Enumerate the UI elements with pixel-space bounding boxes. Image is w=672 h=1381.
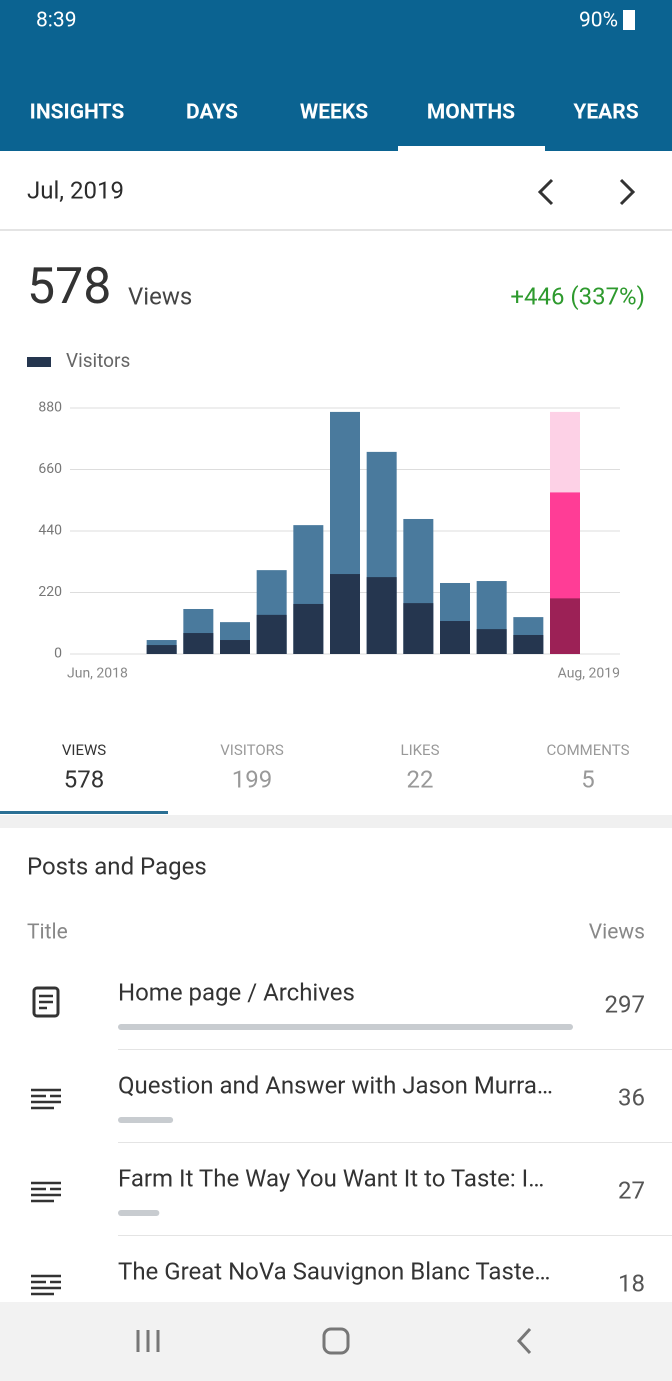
tab[interactable]: WEEKS	[300, 101, 368, 125]
nav-icons	[136, 1327, 532, 1355]
bar	[220, 640, 250, 654]
post-title[interactable]: Home page / Archives	[118, 978, 355, 1006]
status-time: 8:39	[36, 9, 77, 33]
stats-tab-value[interactable]: 578	[64, 765, 104, 793]
bar	[403, 603, 434, 654]
tab[interactable]: YEARS	[573, 101, 638, 125]
post-title[interactable]: Question and Answer with Jason Murra…	[118, 1071, 553, 1099]
prev-button[interactable]	[537, 178, 554, 206]
row-divider	[118, 1235, 672, 1236]
legend-label: Visitors	[66, 349, 130, 372]
summary-value: 578	[27, 258, 111, 316]
separator	[0, 815, 672, 828]
views-bar	[118, 1117, 174, 1123]
battery-icon	[623, 10, 635, 30]
x-tick-label: Jun, 2018	[67, 666, 128, 682]
app-bar	[0, 0, 672, 151]
tab-indicator	[398, 146, 545, 151]
nav-bar	[0, 1302, 672, 1381]
y-tick-label: 0	[54, 646, 62, 662]
bar	[550, 598, 580, 654]
post-views: 18	[618, 1269, 645, 1297]
bar	[256, 614, 287, 654]
y-tick-label: 660	[38, 461, 62, 477]
post-title[interactable]: Farm It The Way You Want It to Taste: I…	[118, 1164, 544, 1192]
bar	[183, 633, 214, 654]
bar	[476, 629, 507, 654]
page-icon	[32, 986, 60, 1018]
views-bar	[118, 1024, 573, 1030]
stats-tab-value[interactable]: 5	[581, 765, 595, 793]
bar	[440, 621, 470, 654]
y-tick-label: 440	[38, 523, 62, 539]
divider	[0, 229, 672, 231]
back-button[interactable]	[516, 1327, 532, 1355]
summary-unit: Views	[128, 282, 192, 310]
stats-tab-label[interactable]: LIKES	[400, 741, 439, 759]
bar	[366, 577, 397, 654]
column-title: Title	[27, 921, 68, 945]
row-divider	[118, 1049, 672, 1050]
page-icon-lines	[39, 994, 53, 1010]
post-title[interactable]: The Great NoVa Sauvignon Blanc Taste…	[118, 1257, 550, 1285]
post-icon	[31, 1181, 61, 1203]
period-bar	[0, 151, 672, 230]
posts-title: Posts and Pages	[27, 852, 207, 880]
stats-tab-label[interactable]: VIEWS	[62, 741, 106, 759]
x-tick-label: Aug, 2019	[558, 666, 620, 682]
post-icon	[31, 1088, 61, 1110]
row-divider	[118, 1142, 672, 1143]
stats-tab-indicator	[0, 811, 168, 814]
period: Jul, 2019	[27, 176, 124, 204]
column-views: Views	[589, 921, 645, 945]
next-button[interactable]	[619, 178, 636, 206]
bar	[513, 634, 544, 654]
post-views: 36	[618, 1083, 645, 1111]
post-views: 27	[618, 1176, 645, 1204]
recent-button[interactable]	[136, 1330, 160, 1352]
tab[interactable]: DAYS	[186, 101, 238, 125]
y-tick-label: 880	[38, 400, 62, 416]
tab[interactable]: INSIGHTS	[30, 101, 125, 125]
views-bar	[118, 1210, 160, 1216]
stats-tab-label[interactable]: COMMENTS	[546, 741, 629, 759]
stats-tab-value[interactable]: 199	[232, 765, 272, 793]
bar	[293, 603, 324, 654]
stats-tab-value[interactable]: 22	[407, 765, 434, 793]
tab[interactable]: MONTHS	[427, 101, 515, 125]
y-tick-label: 220	[38, 584, 62, 600]
legend-swatch	[27, 357, 51, 367]
home-button[interactable]	[322, 1327, 350, 1355]
stats-tab-label[interactable]: VISITORS	[220, 741, 284, 759]
summary-change: +446 (337%)	[510, 282, 645, 310]
post-icon	[31, 1274, 61, 1296]
post-views: 297	[605, 990, 645, 1018]
bar	[146, 645, 177, 654]
status-battery: 90%	[579, 9, 618, 33]
bar	[330, 574, 360, 654]
